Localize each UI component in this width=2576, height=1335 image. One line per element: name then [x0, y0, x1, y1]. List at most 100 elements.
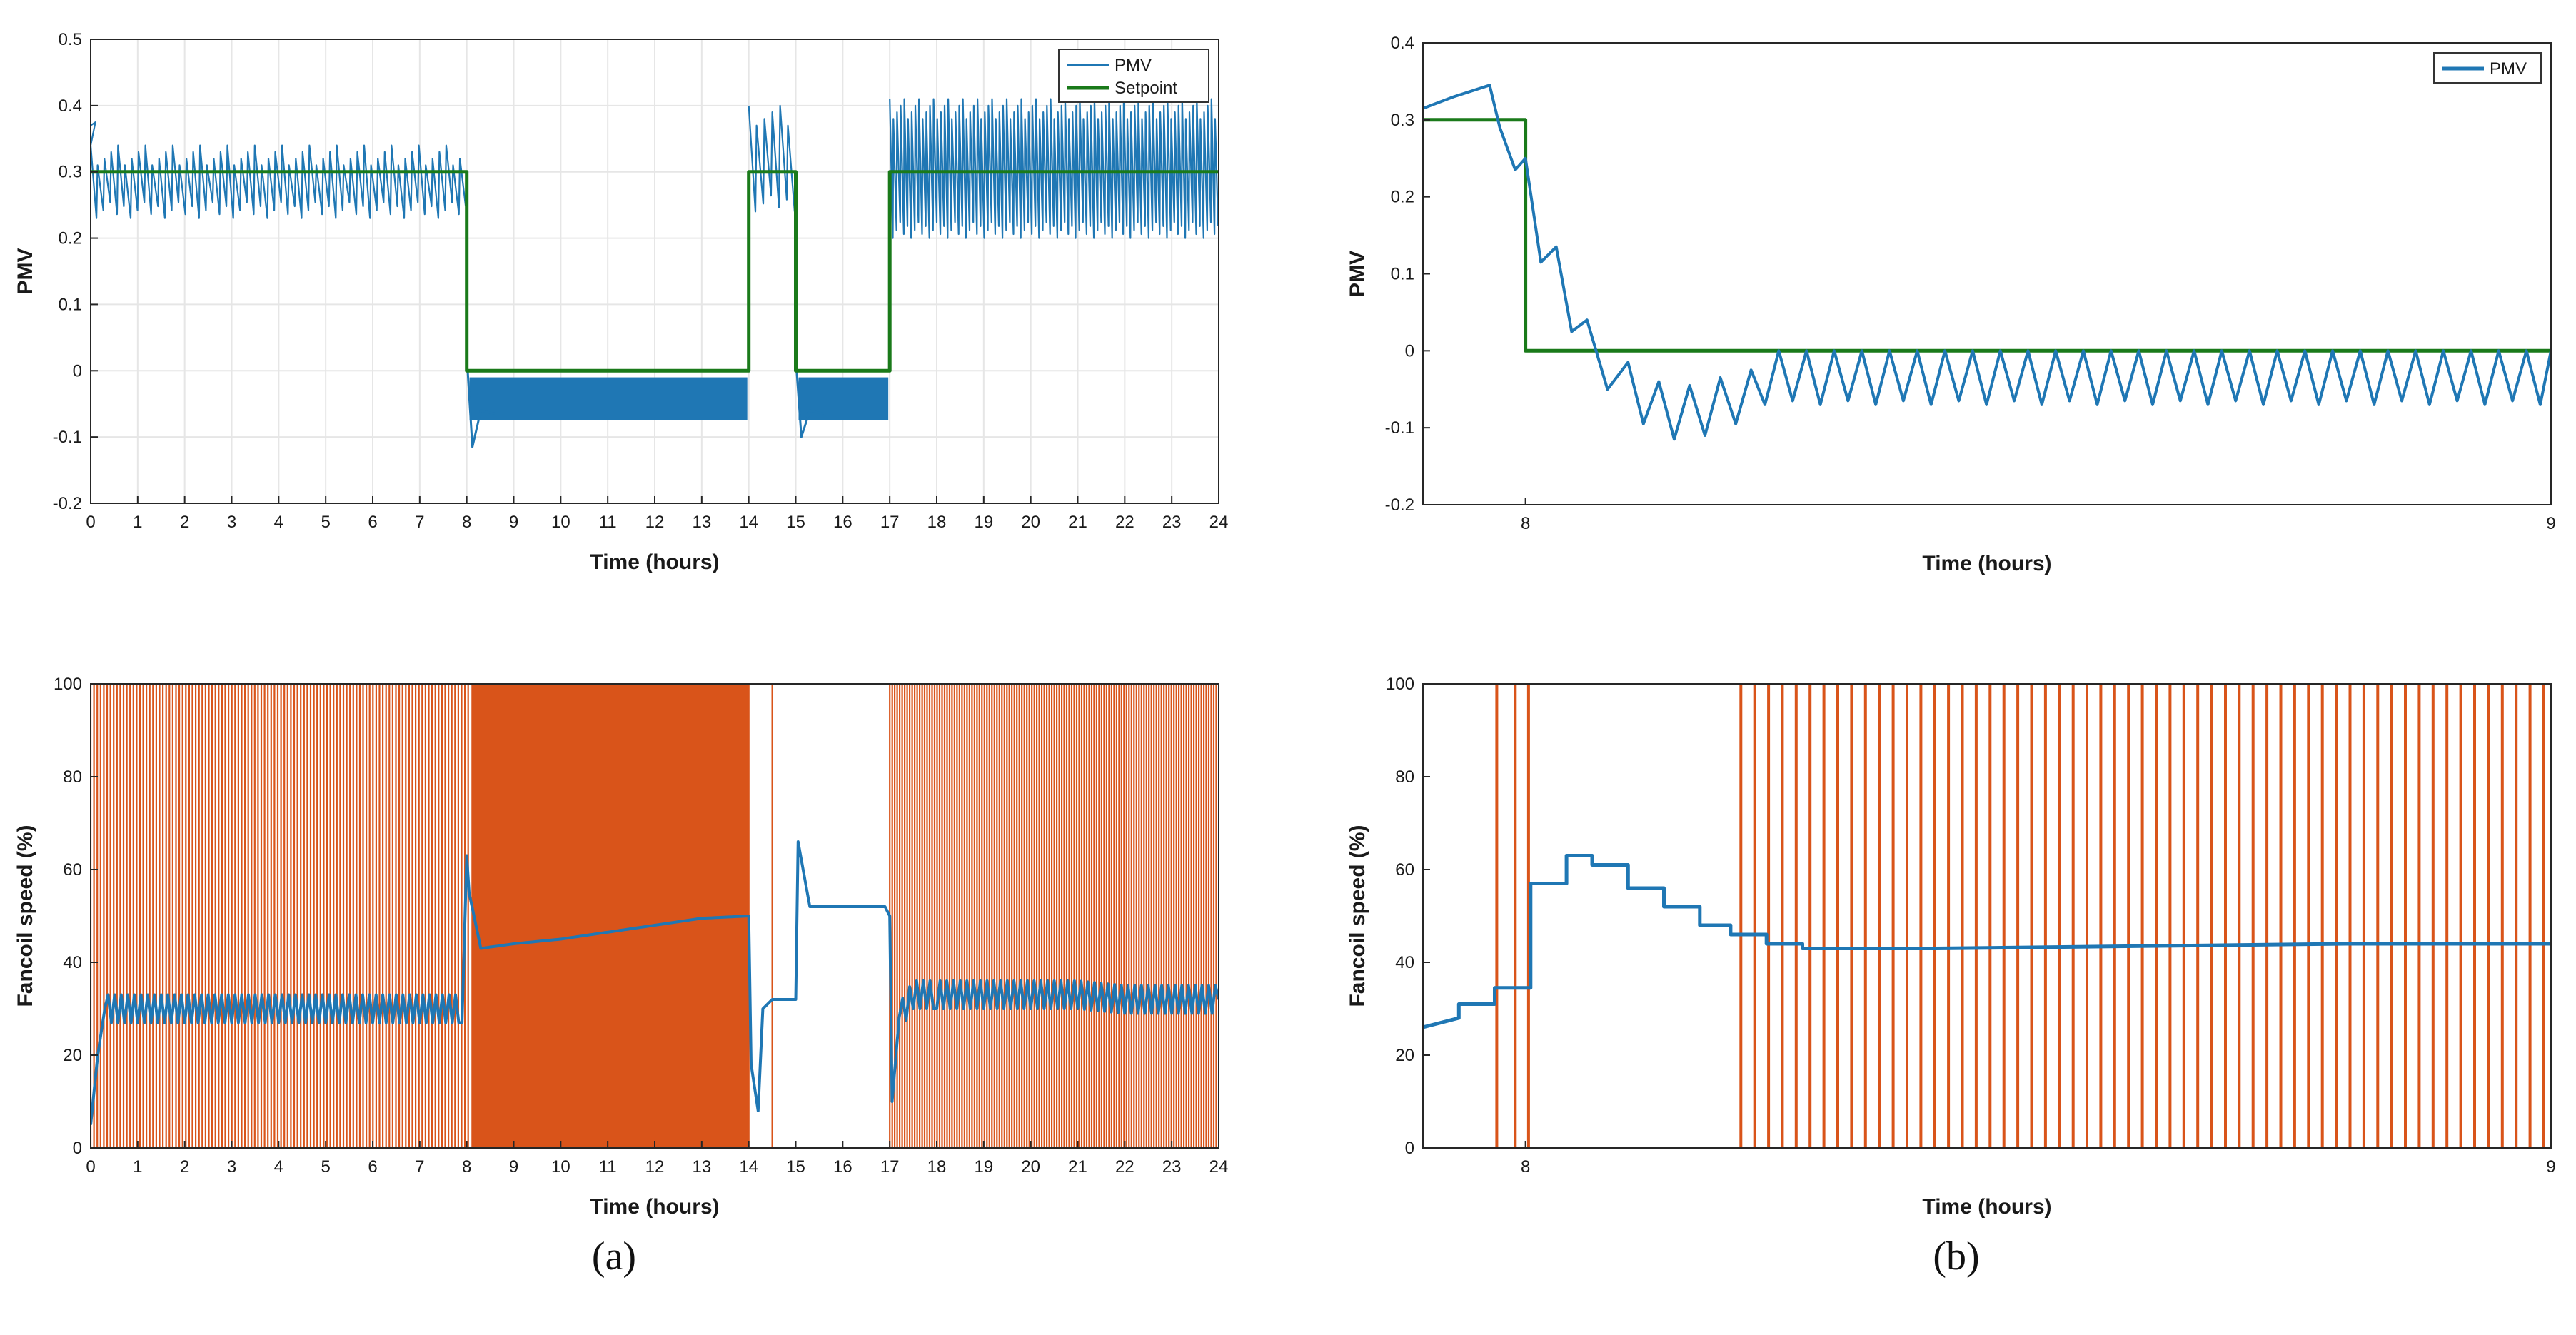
- y-tick-label: 100: [54, 675, 82, 694]
- x-tick-label: 19: [974, 513, 993, 532]
- y-tick-label: 0.4: [1391, 34, 1414, 53]
- x-tick-label: 10: [551, 1157, 570, 1177]
- x-tick-label: 20: [1021, 1157, 1040, 1177]
- x-tick-label: 24: [1209, 513, 1229, 532]
- x-tick-label: 21: [1068, 513, 1087, 532]
- pmv-dip: [795, 371, 825, 438]
- legend-box: [1058, 49, 1209, 103]
- y-tick-label: 100: [1386, 675, 1414, 694]
- x-axis-label: Time (hours): [1922, 552, 2051, 575]
- x-tick-label: 10: [551, 513, 570, 532]
- x-tick-label: 11: [599, 513, 617, 532]
- x-axis-label: Time (hours): [1922, 1195, 2051, 1219]
- y-tick-label: -0.2: [53, 494, 82, 513]
- x-axis-label: Time (hours): [590, 1195, 719, 1219]
- x-tick-label: 8: [462, 1157, 471, 1177]
- pmv-line: [91, 121, 467, 219]
- x-tick-label: 12: [645, 513, 665, 532]
- x-tick-label: 15: [786, 1157, 805, 1177]
- y-tick-label: -0.1: [53, 428, 82, 447]
- x-tick-label: 1: [133, 513, 142, 532]
- chart-b-pmv: 8 9 -0.2 -0.1 0 0.1 0.2 0.3 0.4 Time (hours) PMV PM…: [1346, 34, 2556, 575]
- y-tick-label: -0.1: [1385, 418, 1414, 438]
- setpoint-line: [91, 170, 1219, 373]
- x-tick-label: 9: [509, 513, 518, 532]
- x-tick-label: 22: [1115, 1157, 1134, 1177]
- x-tick-label: 3: [227, 513, 236, 532]
- x-tick-label: 23: [1162, 1157, 1182, 1177]
- x-tick-label: 0: [86, 513, 95, 532]
- y-tick-label: 0.2: [59, 229, 82, 248]
- fan-onoff-line: [91, 684, 472, 1148]
- chart-a-pmv: 0 1 2 3 4 5 6 7 8 9 10 11 12 13 14 15 16 17 18 19 20 21 22 23 24…: [14, 30, 1228, 574]
- legend-entry: Setpoint: [1115, 79, 1177, 98]
- x-tick-label: 1: [133, 1157, 142, 1177]
- panel-label-b: (b): [1933, 1234, 1979, 1279]
- x-tick-label: 11: [599, 1157, 617, 1177]
- x-tick-label: 12: [645, 1157, 665, 1177]
- pmv-band: [798, 377, 889, 420]
- x-tick-label: 17: [880, 513, 900, 532]
- x-tick-label: 9: [2546, 514, 2555, 533]
- x-tick-label: 7: [415, 1157, 424, 1177]
- x-tick-label: 4: [274, 1157, 283, 1177]
- y-tick-label: 0.1: [59, 295, 82, 314]
- y-tick-label: 0: [73, 361, 82, 381]
- x-tick-label: 15: [786, 513, 805, 532]
- x-tick-label: 8: [462, 513, 471, 532]
- pmv-line: [1423, 84, 2551, 441]
- fan-onoff-line: [889, 684, 1219, 1148]
- y-tick-label: 20: [1395, 1046, 1414, 1065]
- x-tick-label: 8: [1521, 514, 1530, 533]
- series-layer: [91, 684, 1219, 1148]
- pmv-line: [748, 104, 795, 213]
- x-tick-label: 5: [321, 513, 330, 532]
- x-tick-label: 16: [833, 513, 852, 532]
- legend-entry: PMV: [2490, 59, 2527, 79]
- x-tick-label: 20: [1021, 513, 1040, 532]
- x-tick-label: 9: [2546, 1157, 2555, 1177]
- x-tick-label: 22: [1115, 513, 1134, 532]
- x-tick-label: 13: [692, 513, 711, 532]
- series-layer: [1423, 684, 2551, 1148]
- y-tick-label: 60: [63, 860, 82, 880]
- plot-area: [1423, 43, 2551, 505]
- x-axis-label: Time (hours): [590, 550, 719, 574]
- x-tick-label: 16: [833, 1157, 852, 1177]
- series-layer: [1423, 84, 2551, 441]
- y-axis-label: PMV: [1346, 251, 1369, 297]
- fan-onoff-solid: [471, 684, 749, 1148]
- x-tick-label: 6: [368, 1157, 377, 1177]
- y-tick-label: 0.2: [1391, 188, 1414, 207]
- y-tick-label: 80: [1395, 767, 1414, 787]
- x-tick-label: 21: [1068, 1157, 1087, 1177]
- pmv-band: [469, 377, 748, 420]
- x-tick-label: 24: [1209, 1157, 1229, 1177]
- x-tick-label: 19: [974, 1157, 993, 1177]
- x-tick-label: 3: [227, 1157, 236, 1177]
- y-tick-label: 40: [1395, 953, 1414, 972]
- x-tick-label: 0: [86, 1157, 95, 1177]
- y-tick-label: 0.3: [1391, 111, 1414, 130]
- x-tick-label: 8: [1521, 1157, 1530, 1177]
- panel-label-a: (a): [592, 1234, 636, 1279]
- series-layer: [91, 98, 1219, 448]
- x-tick-label: 6: [368, 513, 377, 532]
- y-tick-label: 0: [1405, 341, 1414, 361]
- y-tick-label: 20: [63, 1046, 82, 1065]
- x-tick-label: 5: [321, 1157, 330, 1177]
- pmv-dip: [466, 371, 495, 448]
- x-tick-label: 7: [415, 513, 424, 532]
- y-tick-label: 60: [1395, 860, 1414, 880]
- y-tick-label: 80: [63, 767, 82, 787]
- x-tick-label: 2: [180, 1157, 189, 1177]
- x-tick-label: 13: [692, 1157, 711, 1177]
- y-axis-label: Fancoil speed (%): [1346, 825, 1369, 1007]
- y-tick-label: 0.1: [1391, 265, 1414, 284]
- y-tick-label: 0.5: [59, 30, 82, 49]
- x-tick-label: 18: [927, 513, 947, 532]
- legend-entry: PMV: [1115, 56, 1152, 75]
- y-tick-label: 0: [1405, 1139, 1414, 1158]
- y-tick-label: -0.2: [1385, 495, 1414, 515]
